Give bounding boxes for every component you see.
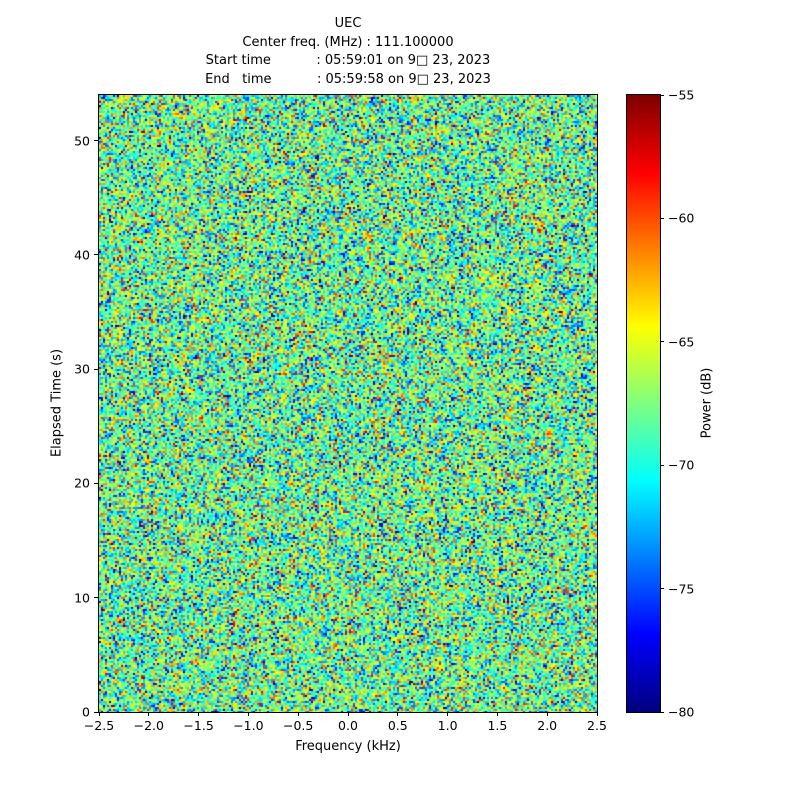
x-tick-label: −1.5: [183, 718, 214, 733]
colorbar-gradient: [627, 95, 660, 712]
y-tick-mark: [94, 368, 98, 370]
chart-title-block: UEC Center freq. (MHz) : 111.100000 Star…: [99, 15, 597, 89]
x-tick-label: 2.0: [537, 718, 558, 733]
x-tick-label: 0.5: [387, 718, 408, 733]
y-tick-label: 30: [74, 361, 90, 377]
y-tick-mark: [94, 254, 98, 256]
x-tick-label: −2.0: [133, 718, 164, 733]
colorbar-tick-label: −70: [668, 457, 695, 473]
y-tick-label: 20: [74, 475, 90, 491]
x-tick-mark: [198, 712, 200, 716]
colorbar-tick-mark: [660, 217, 664, 219]
end-time-line: End time : 05:59:58 on 9□ 23, 2023: [205, 71, 491, 87]
spectrogram-plot-area: [98, 94, 598, 713]
x-tick-label: 1.5: [487, 718, 508, 733]
x-tick-mark: [596, 712, 598, 716]
x-tick-label: −2.5: [83, 718, 115, 733]
colorbar-tick-mark: [660, 94, 664, 96]
x-tick-label: −0.5: [283, 718, 314, 733]
spectrogram-heatmap: [99, 95, 597, 712]
y-axis-label: Elapsed Time (s): [49, 348, 65, 458]
page-title: UEC: [334, 16, 362, 31]
x-tick-label: 2.5: [587, 718, 607, 733]
x-tick-mark: [347, 712, 349, 716]
x-tick-mark: [496, 712, 498, 716]
colorbar-tick-label: −65: [668, 334, 695, 350]
y-tick-label: 10: [74, 590, 90, 606]
x-tick-mark: [397, 712, 399, 716]
x-tick-mark: [297, 712, 299, 716]
colorbar: [626, 94, 661, 713]
center-freq-line: Center freq. (MHz) : 111.100000: [242, 34, 454, 50]
colorbar-tick-mark: [660, 588, 664, 590]
x-tick-mark: [98, 712, 100, 716]
y-tick-label: 40: [74, 247, 90, 263]
colorbar-tick-mark: [660, 341, 664, 343]
start-time-line: Start time : 05:59:01 on 9□ 23, 2023: [205, 53, 491, 68]
y-tick-label: 50: [74, 133, 90, 149]
y-tick-mark: [94, 597, 98, 599]
x-tick-label: 0.0: [338, 718, 358, 733]
x-axis-label: Frequency (kHz): [295, 739, 401, 754]
x-tick-mark: [546, 712, 548, 716]
colorbar-tick-label: −55: [668, 87, 695, 103]
colorbar-label: Power (dB): [699, 367, 715, 439]
x-tick-mark: [247, 712, 249, 716]
colorbar-tick-mark: [660, 711, 664, 713]
colorbar-tick-mark: [660, 464, 664, 466]
x-tick-mark: [148, 712, 150, 716]
y-tick-mark: [94, 140, 98, 142]
x-tick-mark: [447, 712, 449, 716]
x-tick-label: 1.0: [437, 718, 458, 733]
y-tick-mark: [94, 482, 98, 484]
colorbar-tick-label: −80: [668, 704, 695, 720]
y-tick-mark: [94, 711, 98, 713]
y-tick-label: 0: [82, 704, 90, 720]
x-tick-label: −1.0: [233, 718, 264, 733]
colorbar-tick-label: −60: [668, 210, 695, 226]
colorbar-tick-label: −75: [668, 581, 695, 597]
